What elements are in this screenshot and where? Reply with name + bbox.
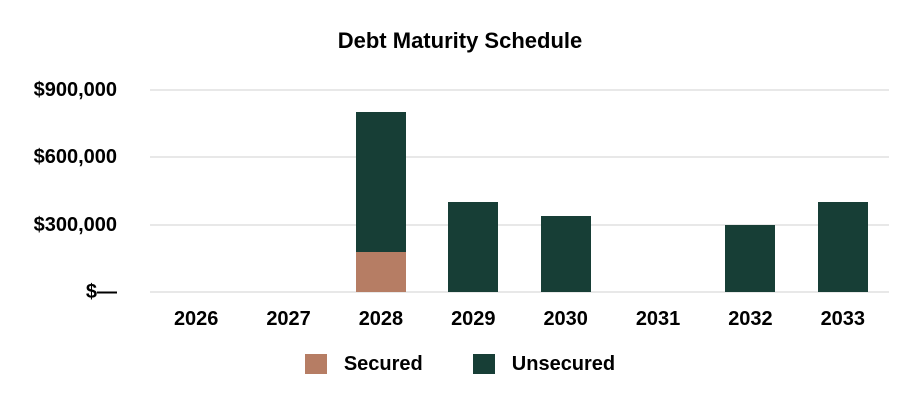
bar-unsecured-2033	[817, 202, 868, 292]
x-axis-label-2030: 2030	[543, 308, 588, 330]
y-axis-label-600000: $600,000	[33, 146, 117, 169]
legend-item-secured: Secured	[304, 353, 423, 375]
gridline-300000	[150, 223, 889, 226]
bar-unsecured-2032	[725, 224, 776, 292]
legend-label-secured: Secured	[343, 353, 423, 375]
bar-unsecured-2030	[540, 215, 591, 292]
y-axis-label-0: $—	[85, 281, 117, 303]
legend: Secured Unsecured	[0, 353, 920, 375]
plot-area	[150, 89, 889, 293]
y-axis-label-300000: $300,000	[33, 213, 117, 236]
x-axis: 2026 2027 2028 2029 2030 2031 2032 2033	[150, 308, 889, 334]
y-axis-label-900000: $900,000	[33, 79, 117, 101]
x-axis-label-2032: 2032	[728, 308, 773, 330]
x-axis-label-2027: 2027	[266, 308, 311, 330]
gridline-0	[150, 291, 889, 293]
bar-unsecured-2029	[448, 202, 499, 292]
x-axis-label-2028: 2028	[358, 308, 404, 330]
x-axis-label-2033: 2033	[820, 308, 866, 330]
x-axis-label-2026: 2026	[173, 308, 219, 330]
x-axis-label-2029: 2029	[451, 308, 496, 330]
gridline-900000	[150, 89, 889, 91]
y-axis: $— $300,000 $600,000 $900,000	[0, 80, 117, 302]
bar-unsecured-2028	[355, 112, 406, 252]
gridline-600000	[150, 156, 889, 159]
x-axis-label-2031: 2031	[635, 308, 681, 330]
legend-item-unsecured: Unsecured	[472, 353, 616, 375]
chart-title: Debt Maturity Schedule	[337, 28, 583, 53]
legend-label-unsecured: Unsecured	[511, 353, 616, 375]
legend-swatch-unsecured	[472, 354, 495, 374]
bar-secured-2028	[355, 251, 406, 292]
legend-swatch-secured	[304, 354, 327, 374]
